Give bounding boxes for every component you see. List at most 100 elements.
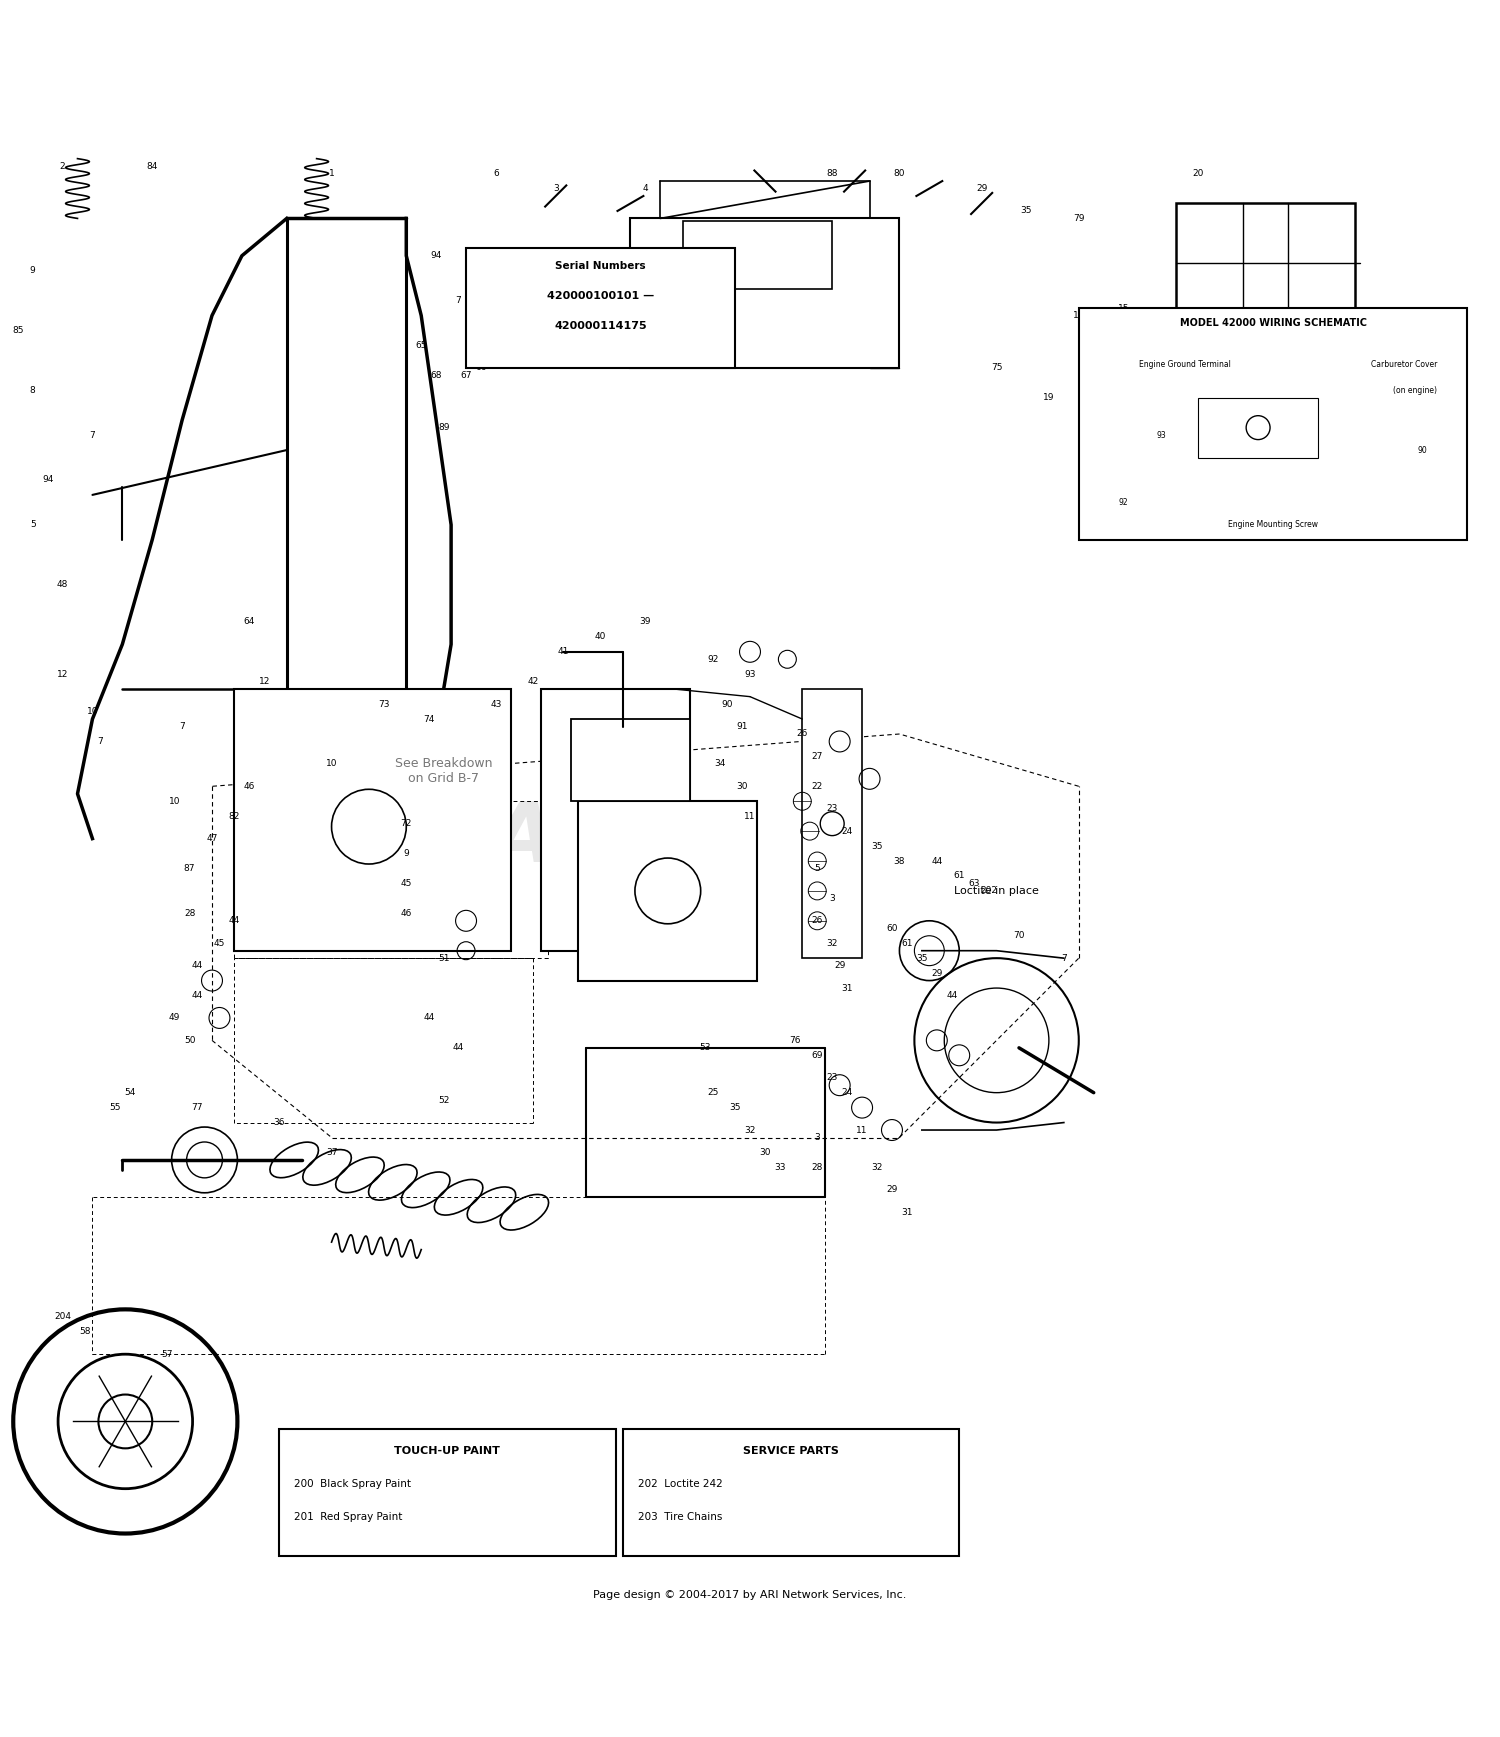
- Text: 11: 11: [856, 1126, 868, 1134]
- Text: 10: 10: [326, 759, 338, 768]
- Text: 52: 52: [438, 1096, 450, 1105]
- Text: 44: 44: [453, 1044, 464, 1053]
- Text: 12: 12: [57, 670, 68, 679]
- Text: 10: 10: [87, 707, 98, 716]
- Text: Engine Ground Terminal: Engine Ground Terminal: [1138, 360, 1230, 370]
- Text: 55: 55: [110, 1103, 120, 1112]
- Text: 53: 53: [699, 1044, 711, 1053]
- Text: 88: 88: [827, 168, 839, 179]
- Text: Page design © 2004-2017 by ARI Network Services, Inc.: Page design © 2004-2017 by ARI Network S…: [594, 1589, 906, 1600]
- Text: 93: 93: [744, 670, 756, 679]
- Text: 7: 7: [98, 736, 104, 745]
- Text: 69: 69: [812, 1051, 824, 1060]
- Text: 29: 29: [886, 1185, 897, 1195]
- Bar: [570, 719, 690, 801]
- Text: 90: 90: [1418, 446, 1428, 455]
- Text: 92: 92: [706, 655, 718, 664]
- Text: 31: 31: [842, 983, 854, 992]
- Text: 42: 42: [528, 677, 538, 686]
- Bar: [802, 690, 862, 959]
- Text: 50: 50: [184, 1035, 195, 1046]
- Text: 91: 91: [736, 723, 748, 731]
- Bar: [1176, 203, 1356, 382]
- Text: See Breakdown
on Grid B-7: See Breakdown on Grid B-7: [394, 757, 492, 785]
- Text: 202  Loctite 242: 202 Loctite 242: [638, 1480, 723, 1489]
- Text: 68: 68: [430, 370, 442, 380]
- Text: 36: 36: [273, 1119, 285, 1127]
- Text: 3: 3: [815, 1133, 821, 1141]
- Text: 94: 94: [430, 252, 442, 261]
- Text: 75: 75: [992, 363, 1002, 372]
- Text: 48: 48: [57, 580, 68, 589]
- Bar: [682, 221, 832, 288]
- Text: 2: 2: [60, 162, 66, 170]
- Text: 67: 67: [460, 370, 472, 380]
- Text: 44: 44: [192, 961, 202, 971]
- Text: 21: 21: [1192, 311, 1204, 320]
- Text: 64: 64: [243, 617, 255, 627]
- Text: 9: 9: [404, 849, 410, 858]
- Text: 10: 10: [170, 797, 180, 806]
- Bar: [622, 1430, 958, 1556]
- Text: 37: 37: [326, 1148, 338, 1157]
- Text: 44: 44: [230, 917, 240, 926]
- Text: 49: 49: [170, 1013, 180, 1023]
- Text: 80: 80: [894, 168, 904, 179]
- Text: Engine Mounting Screw: Engine Mounting Screw: [1228, 521, 1318, 530]
- Text: 8: 8: [30, 386, 36, 394]
- Bar: [466, 248, 735, 368]
- Text: 35: 35: [916, 954, 927, 962]
- Text: 89: 89: [438, 424, 450, 433]
- Text: 32: 32: [744, 1126, 756, 1134]
- Text: 47: 47: [207, 834, 218, 842]
- Text: 22: 22: [812, 782, 824, 790]
- Text: 12: 12: [258, 677, 270, 686]
- Text: 39: 39: [639, 617, 651, 627]
- Text: 61: 61: [902, 938, 912, 948]
- Text: 11: 11: [744, 811, 756, 820]
- Text: 32: 32: [871, 1162, 882, 1172]
- Text: 41: 41: [558, 648, 568, 657]
- Text: 44: 44: [423, 1013, 435, 1023]
- Text: 9: 9: [30, 266, 36, 274]
- Text: 7: 7: [178, 723, 184, 731]
- Text: 3: 3: [554, 184, 558, 193]
- Bar: [578, 801, 758, 981]
- Text: 76: 76: [789, 1035, 801, 1046]
- Text: MODEL 42000 WIRING SCHEMATIC: MODEL 42000 WIRING SCHEMATIC: [1179, 318, 1366, 328]
- Text: 77: 77: [192, 1103, 202, 1112]
- Text: (on engine): (on engine): [1394, 386, 1437, 394]
- Text: 44: 44: [932, 856, 942, 865]
- Text: 35: 35: [729, 1103, 741, 1112]
- Text: 51: 51: [438, 954, 450, 962]
- Text: 17: 17: [1148, 311, 1160, 320]
- Text: 28: 28: [812, 1162, 824, 1172]
- Text: 74: 74: [423, 714, 435, 724]
- Text: TOUCH-UP PAINT: TOUCH-UP PAINT: [394, 1447, 501, 1456]
- Text: 94: 94: [42, 476, 54, 485]
- Text: 201  Red Spray Paint: 201 Red Spray Paint: [294, 1513, 402, 1522]
- Text: 3: 3: [830, 895, 836, 903]
- Text: 63: 63: [969, 879, 980, 888]
- Text: 82: 82: [228, 811, 240, 820]
- Text: 66: 66: [476, 363, 486, 372]
- Bar: [1078, 307, 1467, 540]
- Text: ARI: ARI: [490, 797, 651, 879]
- Bar: [234, 690, 512, 950]
- Text: 34: 34: [714, 759, 726, 768]
- Text: 44: 44: [946, 992, 957, 1001]
- Text: 26: 26: [812, 917, 824, 926]
- Text: 19: 19: [1042, 393, 1054, 403]
- Text: 60: 60: [886, 924, 897, 933]
- Text: 24: 24: [842, 1087, 854, 1098]
- Text: 29: 29: [834, 961, 846, 971]
- Bar: [279, 1430, 615, 1556]
- Circle shape: [99, 1395, 152, 1449]
- Text: 5: 5: [815, 863, 821, 874]
- Text: 29: 29: [976, 184, 987, 193]
- Text: 29: 29: [932, 969, 942, 978]
- Text: 420000100101 —: 420000100101 —: [548, 292, 654, 301]
- Text: 93: 93: [1156, 431, 1166, 439]
- Text: 85: 85: [12, 327, 24, 335]
- Text: 72: 72: [400, 820, 412, 829]
